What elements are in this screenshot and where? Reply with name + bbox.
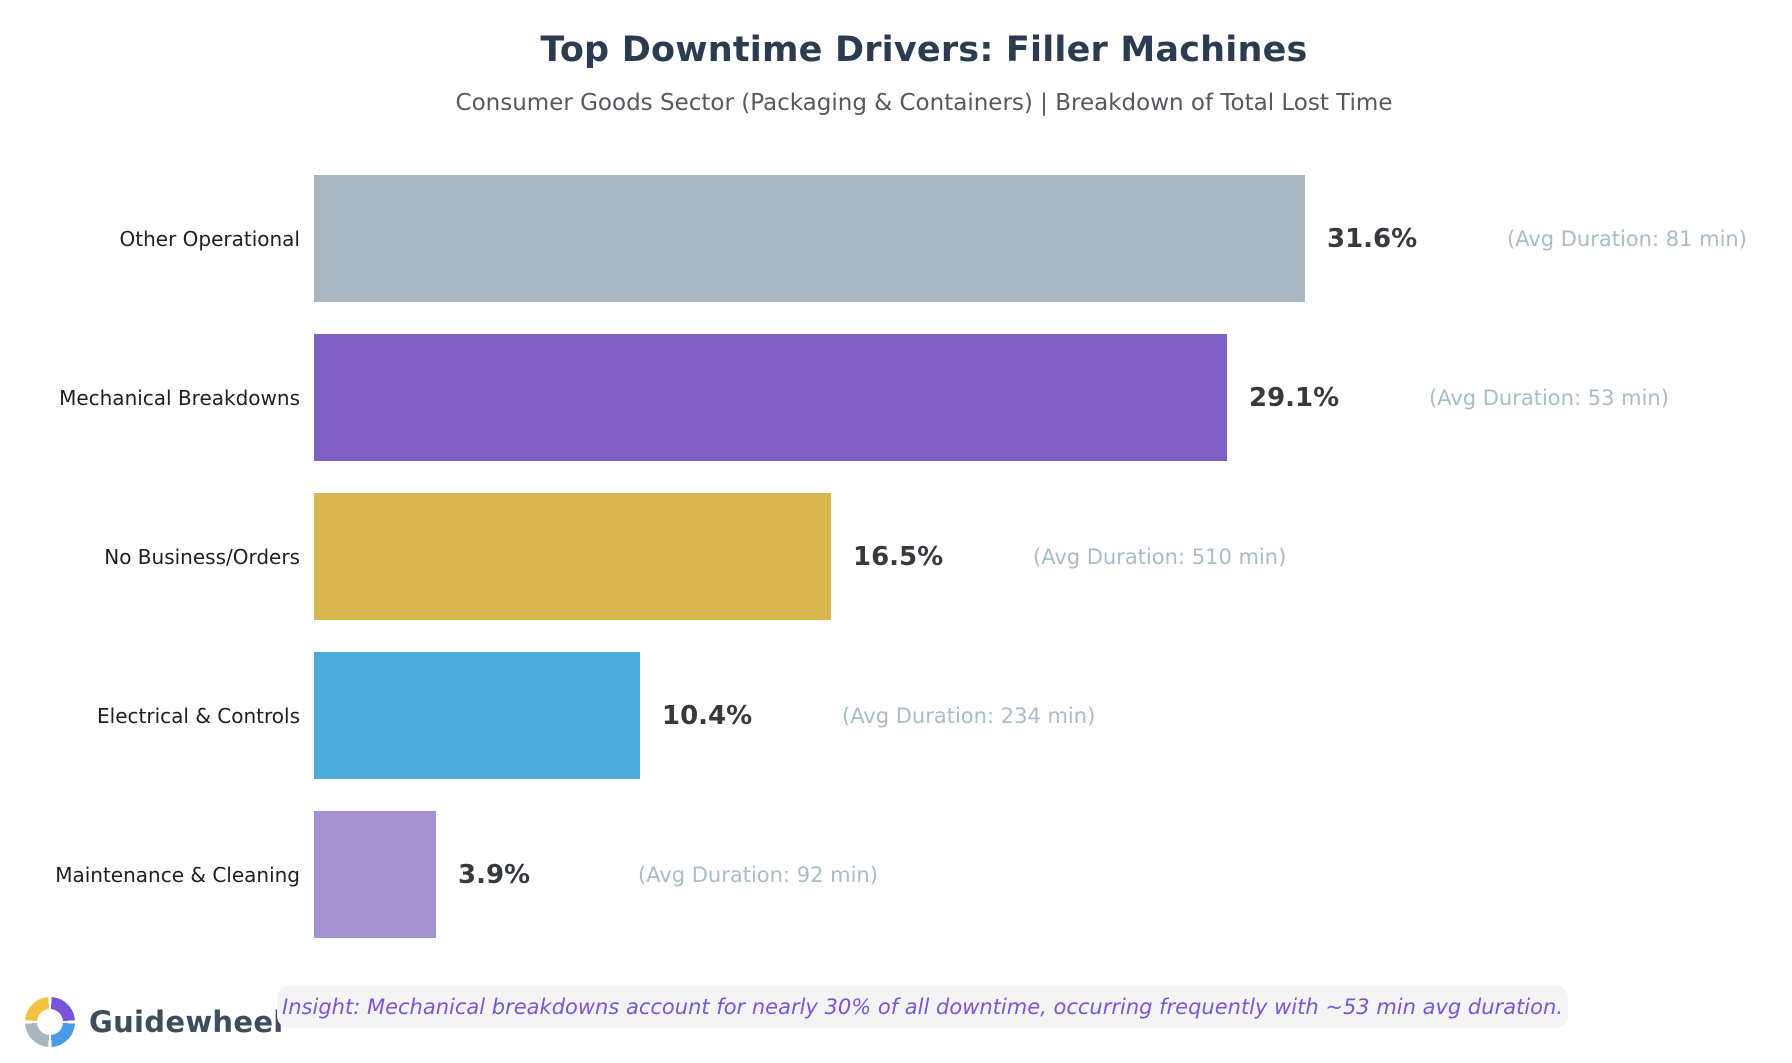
category-label: Mechanical Breakdowns [59,385,300,410]
bar-row: Electrical & Controls 10.4% (Avg Duratio… [0,652,1792,779]
chart-header: Top Downtime Drivers: Filler Machines Co… [0,30,1792,116]
bar-row: Other Operational 31.6% (Avg Duration: 8… [0,175,1792,302]
avg-duration-label: (Avg Duration: 510 min) [1033,544,1287,569]
value-label: 16.5% [853,541,944,572]
category-label: Maintenance & Cleaning [55,862,300,887]
bar-other-operational [314,175,1305,302]
value-label: 29.1% [1249,382,1340,413]
bar-maintenance-cleaning [314,811,436,938]
category-label: No Business/Orders [104,544,300,569]
category-label: Other Operational [119,226,301,251]
bar-electrical-controls [314,652,640,779]
avg-duration-label: (Avg Duration: 92 min) [638,862,878,887]
bar-mechanical-breakdowns [314,334,1227,461]
chart-subtitle: Consumer Goods Sector (Packaging & Conta… [455,90,1393,116]
bar-row: No Business/Orders 16.5% (Avg Duration: … [0,493,1792,620]
avg-duration-label: (Avg Duration: 81 min) [1507,226,1747,251]
avg-duration-label: (Avg Duration: 234 min) [842,703,1096,728]
value-label: 31.6% [1327,223,1418,254]
bar-no-business-orders [314,493,831,620]
category-label: Electrical & Controls [97,703,300,728]
avg-duration-label: (Avg Duration: 53 min) [1429,385,1669,410]
bar-row: Maintenance & Cleaning 3.9% (Avg Duratio… [0,811,1792,938]
value-label: 10.4% [662,700,753,731]
bar-row: Mechanical Breakdowns 29.1% (Avg Duratio… [0,334,1792,461]
chart-title: Top Downtime Drivers: Filler Machines [540,30,1308,70]
value-label: 3.9% [458,859,531,890]
